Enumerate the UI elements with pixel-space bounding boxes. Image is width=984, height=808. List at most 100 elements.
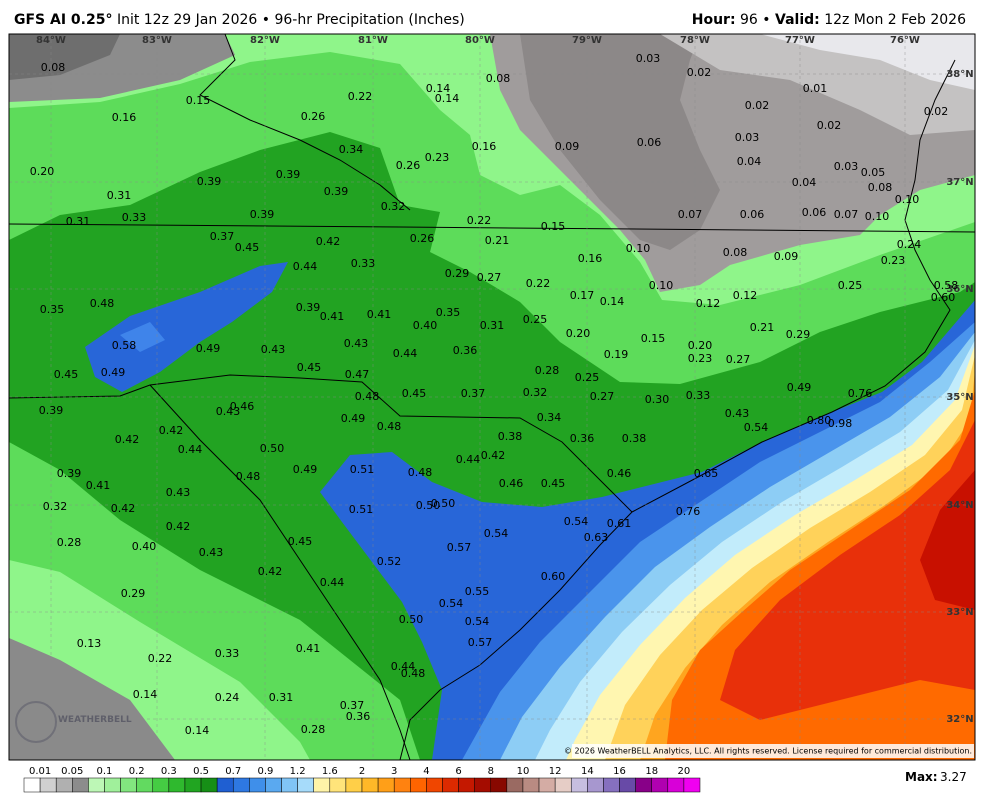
precip-value: 0.34 (339, 143, 364, 156)
precip-value: 0.61 (607, 517, 632, 530)
precip-value: 0.54 (439, 597, 464, 610)
legend-swatch (200, 777, 218, 793)
precip-value: 0.01 (803, 82, 828, 95)
header-left: GFS AI 0.25° Init 12z 29 Jan 2026 • 96-h… (14, 12, 465, 28)
precip-value: 0.31 (66, 215, 91, 228)
precip-value: 0.44 (320, 576, 345, 589)
precip-value: 0.54 (465, 615, 490, 628)
precip-value: 0.31 (480, 319, 505, 332)
legend-tick-label: 3 (391, 766, 397, 777)
legend-swatch (554, 777, 572, 793)
precip-value: 0.42 (316, 235, 341, 248)
precip-value: 0.35 (436, 306, 461, 319)
legend-swatch (683, 777, 701, 793)
precip-value: 0.44 (393, 347, 418, 360)
precip-value: 0.25 (838, 279, 863, 292)
precip-value: 0.10 (865, 210, 890, 223)
precip-value: 0.23 (881, 254, 906, 267)
precip-value: 0.36 (346, 710, 371, 723)
valid-time: 12z Mon 2 Feb 2026 (824, 12, 966, 28)
precip-value: 0.31 (107, 189, 132, 202)
precip-value: 0.10 (626, 242, 651, 255)
legend-swatch (232, 777, 250, 793)
precip-value: 0.29 (121, 587, 146, 600)
legend-swatch (651, 777, 669, 793)
precip-value: 0.34 (537, 411, 562, 424)
precip-value: 0.39 (39, 404, 64, 417)
legend-tick-label: 0.2 (129, 766, 145, 777)
precip-value: 0.16 (112, 111, 137, 124)
precip-value: 0.40 (413, 319, 438, 332)
latitude-label: 36°N (946, 284, 973, 295)
latitude-label: 33°N (946, 607, 973, 618)
precip-value: 0.49 (196, 342, 221, 355)
precip-value: 0.06 (637, 136, 662, 149)
legend-swatch (297, 777, 314, 793)
legend-swatch (329, 777, 347, 793)
legend-swatch (120, 777, 137, 793)
legend-swatch (136, 777, 154, 793)
legend-swatch (506, 777, 524, 793)
legend-swatch (410, 777, 427, 793)
legend-tick-label: 1.2 (290, 766, 306, 777)
precip-value: 0.32 (523, 386, 548, 399)
precip-value: 0.28 (57, 536, 82, 549)
precip-value: 0.42 (258, 565, 283, 578)
precip-value: 0.03 (636, 52, 661, 65)
precip-value: 0.60 (541, 570, 566, 583)
precip-value: 0.49 (341, 412, 366, 425)
legend-swatch (538, 777, 556, 793)
precip-value: 0.19 (604, 348, 629, 361)
legend-tick-label: 10 (517, 766, 530, 777)
legend-swatch (635, 777, 652, 793)
header-right: Hour: 96 • Valid: 12z Mon 2 Feb 2026 (692, 12, 966, 28)
precip-value: 0.09 (555, 140, 580, 153)
hour: 96 • (740, 12, 771, 28)
precip-value: 0.33 (686, 389, 711, 402)
precip-value: 0.17 (570, 289, 595, 302)
precip-value: 0.27 (726, 353, 751, 366)
legend-tick-label: 0.01 (29, 766, 51, 777)
longitude-label: 83°W (142, 35, 172, 46)
precip-value: 0.26 (410, 232, 435, 245)
boundaries (8, 33, 976, 761)
copyright-bg (572, 744, 974, 758)
precip-value: 0.10 (895, 193, 920, 206)
latitude-label: 35°N (946, 392, 973, 403)
legend-swatch (216, 777, 234, 793)
precip-value: 0.36 (453, 344, 478, 357)
precip-value: 0.03 (834, 160, 859, 173)
legend-tick-label: 0.1 (97, 766, 113, 777)
legend-swatch (152, 777, 170, 793)
legend-swatch (345, 777, 363, 793)
precip-value: 0.49 (787, 381, 812, 394)
precip-value: 0.14 (435, 92, 460, 105)
precip-value: 0.14 (600, 295, 625, 308)
precip-value: 0.50 (399, 613, 424, 626)
precip-value: 0.36 (570, 432, 595, 445)
precip-value: 0.41 (367, 308, 392, 321)
precip-value: 0.25 (523, 313, 548, 326)
precip-value: 0.02 (745, 99, 770, 112)
precip-value: 0.76 (848, 387, 873, 400)
precip-value: 0.35 (40, 303, 65, 316)
legend-tick-label: 16 (613, 766, 626, 777)
precip-value: 0.24 (897, 238, 922, 251)
precip-value: 0.39 (296, 301, 321, 314)
precip-value: 0.16 (578, 252, 603, 265)
legend-tick-label: 0.9 (257, 766, 273, 777)
precip-value: 0.31 (269, 691, 294, 704)
precip-value: 0.33 (351, 257, 376, 270)
legend-tick-label: 0.5 (193, 766, 209, 777)
precip-value: 0.14 (133, 688, 158, 701)
precip-value: 0.58 (112, 339, 137, 352)
precip-value: 0.23 (688, 352, 713, 365)
max-label: Max: (905, 770, 938, 784)
watermark-logo (15, 701, 57, 743)
precip-value: 0.15 (186, 94, 211, 107)
precip-value: 0.40 (132, 540, 157, 553)
legend-swatch (667, 777, 685, 793)
precip-value: 0.43 (344, 337, 369, 350)
precip-value: 0.23 (425, 151, 450, 164)
